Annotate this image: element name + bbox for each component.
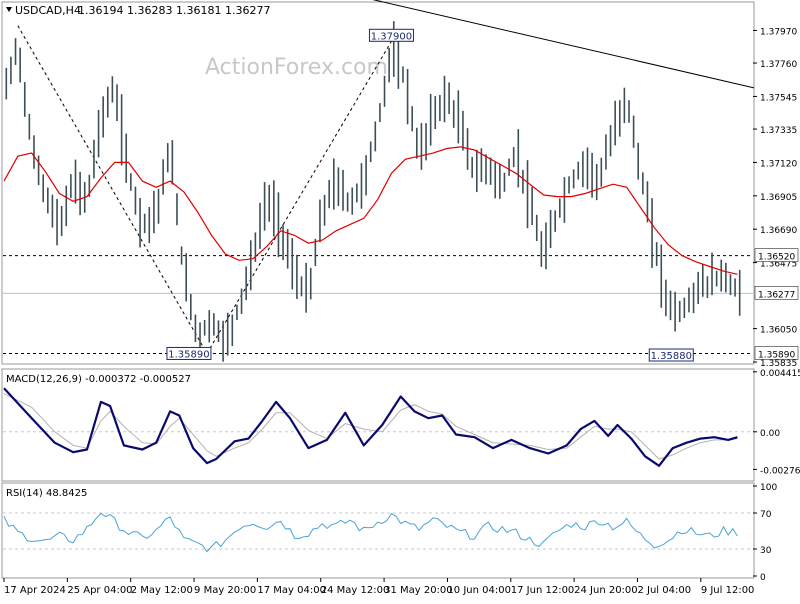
- price-tick-label: 1.36475: [760, 260, 797, 270]
- rsi-layer: [3, 512, 753, 553]
- ohlc-values: 1.36194 1.36283 1.36181 1.36277: [78, 4, 270, 17]
- price-tick-label: 1.37545: [760, 93, 797, 103]
- macd-layer: [3, 387, 753, 467]
- rsi-tick-label: 0: [760, 573, 766, 583]
- watermark: ActionForex.com: [205, 55, 388, 80]
- x-tick-label: 17 Apr 2024: [4, 585, 66, 596]
- x-axis: 17 Apr 2024 25 Apr 04:002 May 12:00 9 May …: [3, 578, 755, 596]
- x-tick-label: 24 May 12:00: [321, 585, 390, 596]
- x-tick-label: 17 May 04:00: [257, 585, 326, 596]
- x-tick-label: 25 Apr 04:00: [67, 585, 132, 596]
- x-tick-label: 24 Jun 20:00: [574, 585, 638, 596]
- macd-main-line: [3, 387, 738, 467]
- symbol-timeframe: USDCAD,H4: [15, 4, 81, 17]
- annotation-label: 1.35880: [651, 351, 692, 362]
- rsi-panel-frame: [1, 482, 755, 579]
- annotation-box: [166, 346, 212, 360]
- annotation-box: [368, 28, 414, 42]
- rsi-title: RSI(14) 48.8425: [6, 488, 87, 499]
- price-layer: 1.37900 1.35890 1.35880: [3, 0, 755, 362]
- price-tick-label: 1.36690: [760, 226, 797, 236]
- x-tick-label: 10 Jun 04:00: [447, 585, 511, 596]
- price-tick-label: 1.37760: [760, 60, 797, 70]
- annotation-label: 1.35890: [168, 349, 209, 360]
- x-tick-label: 2 May 12:00: [131, 585, 193, 596]
- annotation-box: [648, 348, 694, 362]
- macd-tick-label: -0.002766: [760, 466, 800, 476]
- rsi-tick-label: 30: [760, 546, 772, 556]
- x-tick-label: 9 Jul 12:00: [701, 585, 755, 596]
- axis-price-box-label: 1.36277: [758, 290, 795, 300]
- price-tick-label: 1.37970: [760, 27, 797, 37]
- price-panel-frame: [1, 1, 755, 365]
- x-tick-label: 17 Jun 12:00: [511, 585, 575, 596]
- macd-signal-line: [3, 393, 738, 460]
- x-tick-label: 31 May 20:00: [384, 585, 453, 596]
- x-tick-label: 9 May 20:00: [194, 585, 256, 596]
- macd-tick-label: 0.00: [760, 429, 780, 439]
- price-tick-label: 1.36905: [760, 193, 797, 203]
- moving-average-line: [3, 146, 738, 275]
- price-tick-label: 1.37120: [760, 159, 797, 169]
- trend-line: [372, 0, 755, 89]
- axis-price-box: [754, 346, 799, 360]
- axis-price-box-label: 1.35890: [758, 350, 795, 360]
- price-tick-label: 1.36050: [760, 326, 797, 336]
- rsi-tick-label: 70: [760, 510, 772, 520]
- x-tick-label: 2 Jul 04:00: [637, 585, 691, 596]
- axis-price-box: [754, 286, 799, 300]
- diagonal-dashed-line: [206, 41, 392, 354]
- price-tick-label: 1.35835: [760, 359, 797, 369]
- price-tick-label: 1.37335: [760, 126, 797, 136]
- collapse-triangle-icon[interactable]: [6, 7, 12, 12]
- macd-tick-label: 0.004415: [760, 369, 800, 379]
- macd-panel-frame: [1, 368, 755, 482]
- annotation-label: 1.37900: [371, 31, 412, 42]
- axis-price-box: [754, 248, 799, 262]
- macd-title: MACD(12,26,9) -0.000372 -0.000527: [6, 374, 191, 385]
- rsi-line: [3, 512, 738, 553]
- rsi-tick-label: 100: [760, 483, 777, 493]
- y-axis: 1.37970 1.37760 1.37545 1.37335 1.37120 1.369…: [753, 27, 800, 583]
- axis-price-box-label: 1.36520: [758, 253, 795, 263]
